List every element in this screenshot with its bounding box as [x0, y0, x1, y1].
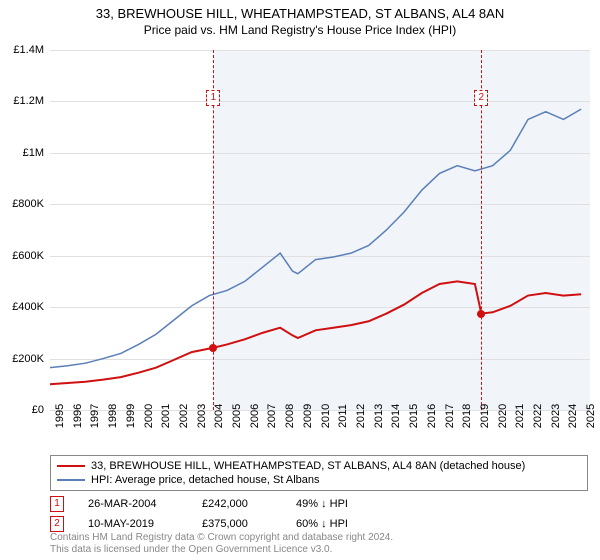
- legend-item: HPI: Average price, detached house, St A…: [57, 473, 581, 487]
- x-axis-labels: 1995199619971998199920002001200220032004…: [50, 412, 590, 452]
- marker-dot: [209, 344, 217, 352]
- x-tick-label: 2009: [302, 404, 314, 428]
- y-tick-label: £1.2M: [0, 95, 44, 107]
- legend-label: 33, BREWHOUSE HILL, WHEATHAMPSTEAD, ST A…: [91, 460, 525, 472]
- x-tick-label: 2019: [479, 404, 491, 428]
- legend-swatch: [57, 465, 85, 467]
- x-tick-label: 2021: [514, 404, 526, 428]
- x-tick-label: 2020: [497, 404, 509, 428]
- x-tick-label: 2022: [532, 404, 544, 428]
- x-tick-label: 2016: [426, 404, 438, 428]
- y-tick-label: £1.4M: [0, 44, 44, 56]
- table-row: 2 10-MAY-2019 £375,000 60% ↓ HPI: [50, 514, 348, 534]
- transaction-date: 10-MAY-2019: [88, 518, 178, 530]
- marker-label-box: 1: [206, 90, 220, 106]
- table-row: 1 26-MAR-2004 £242,000 49% ↓ HPI: [50, 494, 348, 514]
- x-tick-label: 2017: [444, 404, 456, 428]
- transaction-pct: 60% ↓ HPI: [296, 518, 348, 530]
- x-tick-label: 2025: [585, 404, 597, 428]
- x-tick-label: 2015: [408, 404, 420, 428]
- x-tick-label: 1996: [72, 404, 84, 428]
- transaction-marker: 2: [50, 516, 64, 532]
- marker-dot: [477, 310, 485, 318]
- y-tick-label: £400K: [0, 301, 44, 313]
- line-series: [50, 50, 590, 410]
- y-tick-label: £1M: [0, 147, 44, 159]
- x-tick-label: 2023: [550, 404, 562, 428]
- x-tick-label: 2018: [461, 404, 473, 428]
- chart-title: 33, BREWHOUSE HILL, WHEATHAMPSTEAD, ST A…: [0, 0, 600, 21]
- series-hpi: [50, 109, 581, 367]
- footer-line: Contains HM Land Registry data © Crown c…: [50, 532, 393, 544]
- x-tick-label: 1997: [89, 404, 101, 428]
- x-tick-label: 2001: [160, 404, 172, 428]
- x-tick-label: 2007: [266, 404, 278, 428]
- transaction-price: £375,000: [202, 518, 272, 530]
- x-tick-label: 2008: [284, 404, 296, 428]
- marker-label-box: 2: [474, 90, 488, 106]
- x-tick-label: 2000: [143, 404, 155, 428]
- legend-label: HPI: Average price, detached house, St A…: [91, 474, 320, 486]
- x-tick-label: 2012: [355, 404, 367, 428]
- footer-attribution: Contains HM Land Registry data © Crown c…: [50, 532, 393, 556]
- transaction-pct: 49% ↓ HPI: [296, 498, 348, 510]
- y-tick-label: £0: [0, 404, 44, 416]
- y-tick-label: £600K: [0, 250, 44, 262]
- x-tick-label: 2013: [373, 404, 385, 428]
- x-tick-label: 1995: [54, 404, 66, 428]
- x-tick-label: 2006: [249, 404, 261, 428]
- y-tick-label: £800K: [0, 198, 44, 210]
- x-tick-label: 2002: [178, 404, 190, 428]
- x-tick-label: 2004: [213, 404, 225, 428]
- legend-item: 33, BREWHOUSE HILL, WHEATHAMPSTEAD, ST A…: [57, 459, 581, 473]
- transaction-price: £242,000: [202, 498, 272, 510]
- footer-line: This data is licensed under the Open Gov…: [50, 544, 393, 556]
- x-tick-label: 2024: [567, 404, 579, 428]
- legend: 33, BREWHOUSE HILL, WHEATHAMPSTEAD, ST A…: [50, 455, 588, 491]
- x-tick-label: 2010: [320, 404, 332, 428]
- x-tick-label: 1999: [125, 404, 137, 428]
- x-tick-label: 1998: [107, 404, 119, 428]
- x-tick-label: 2011: [337, 404, 349, 428]
- plot-area: 12: [50, 50, 590, 410]
- legend-swatch: [57, 479, 85, 481]
- y-tick-label: £200K: [0, 353, 44, 365]
- x-tick-label: 2014: [390, 404, 402, 428]
- transactions-table: 1 26-MAR-2004 £242,000 49% ↓ HPI 2 10-MA…: [50, 494, 348, 534]
- transaction-marker: 1: [50, 496, 64, 512]
- chart-subtitle: Price paid vs. HM Land Registry's House …: [0, 21, 600, 37]
- x-tick-label: 2003: [196, 404, 208, 428]
- transaction-date: 26-MAR-2004: [88, 498, 178, 510]
- x-tick-label: 2005: [231, 404, 243, 428]
- series-price_paid: [50, 281, 581, 384]
- chart-container: { "title": "33, BREWHOUSE HILL, WHEATHAM…: [0, 0, 600, 560]
